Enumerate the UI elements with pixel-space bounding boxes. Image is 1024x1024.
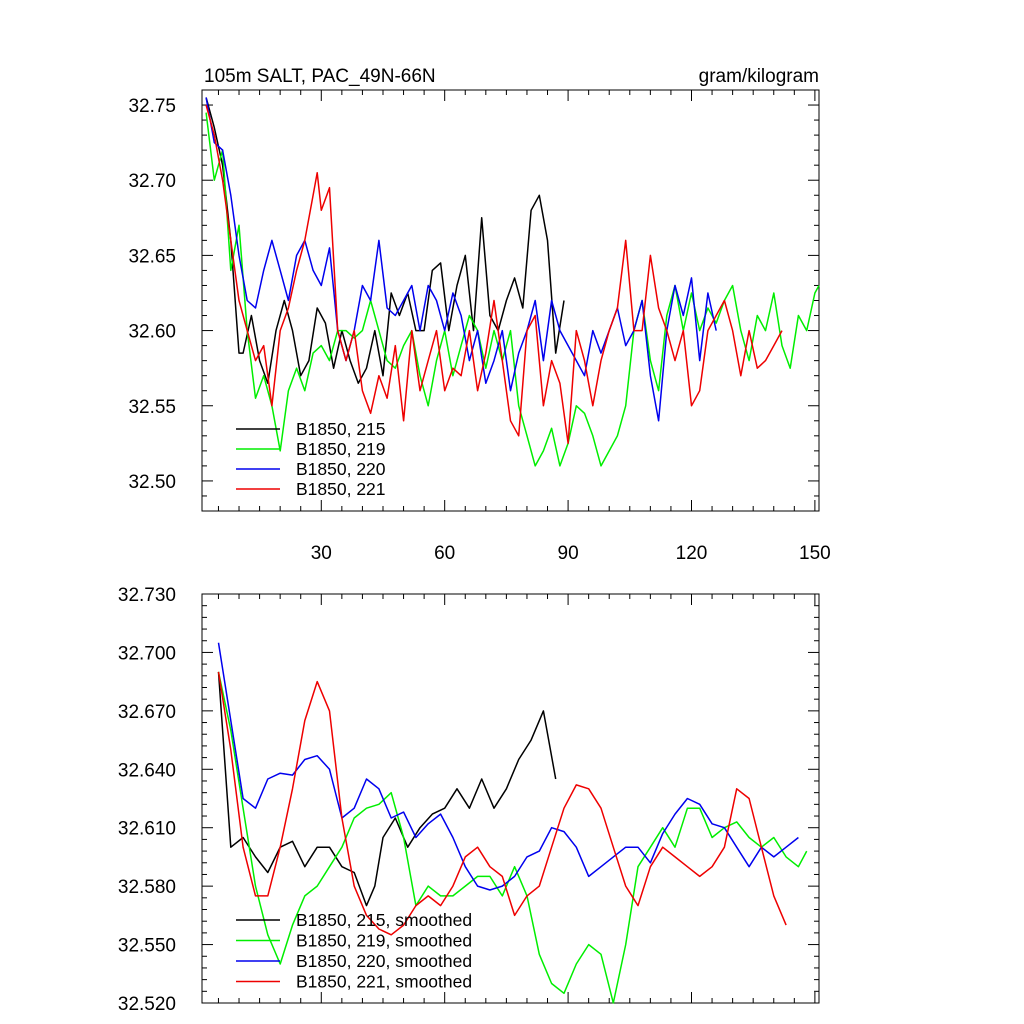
legend-label: B1850, 219 [296,439,386,459]
y-tick-label: 32.670 [118,702,176,723]
y-tick-label: 32.640 [118,760,176,781]
units-label: gram/kilogram [699,66,819,87]
y-tick-label: 32.75 [128,96,176,117]
series-line [205,97,565,384]
x-tick-label: 60 [434,543,455,564]
legend-label: B1850, 219, smoothed [296,931,472,951]
x-tick-label: 120 [676,543,708,564]
legend-label: B1850, 215 [296,419,386,439]
series-line [217,671,787,936]
chart-top: 32.50 32.55 32.60 32.65 32.70 32.75 30 60 90 120 1… [128,66,830,564]
y-tick-label: 32.50 [128,472,176,493]
series-line [205,104,783,445]
series-line [217,671,557,907]
y-tick-label: 32.550 [118,936,176,957]
chart-bottom: 32.520 32.550 32.580 32.610 32.640 32.670 32.7… [118,585,820,1015]
legend-label: B1850, 220 [296,459,386,479]
x-tick-label: 90 [558,543,579,564]
y-tick-label: 32.70 [128,171,176,192]
y-tick-label: 32.60 [128,322,176,343]
y-tick-label: 32.580 [118,877,176,898]
chart-title: 105m SALT, PAC_49N-66N [204,66,436,87]
legend-label: B1850, 215, smoothed [296,910,472,930]
y-tick-label: 32.65 [128,246,176,267]
plot-frame [201,593,820,1004]
series-line [205,112,820,467]
series-line [205,97,717,422]
legend-label: B1850, 221, smoothed [296,972,472,992]
series-line [217,642,799,891]
legend-label: B1850, 221 [296,479,386,499]
y-tick-label: 32.55 [128,397,176,418]
x-tick-label: 150 [799,543,831,564]
x-tick-label: 30 [311,543,332,564]
y-tick-label: 32.730 [118,585,176,606]
plot-frame [201,89,820,512]
y-tick-label: 32.610 [118,819,176,840]
y-tick-label: 32.520 [118,994,176,1015]
legend-label: B1850, 220, smoothed [296,951,472,971]
y-tick-label: 32.700 [118,643,176,664]
series-line [217,671,808,1004]
